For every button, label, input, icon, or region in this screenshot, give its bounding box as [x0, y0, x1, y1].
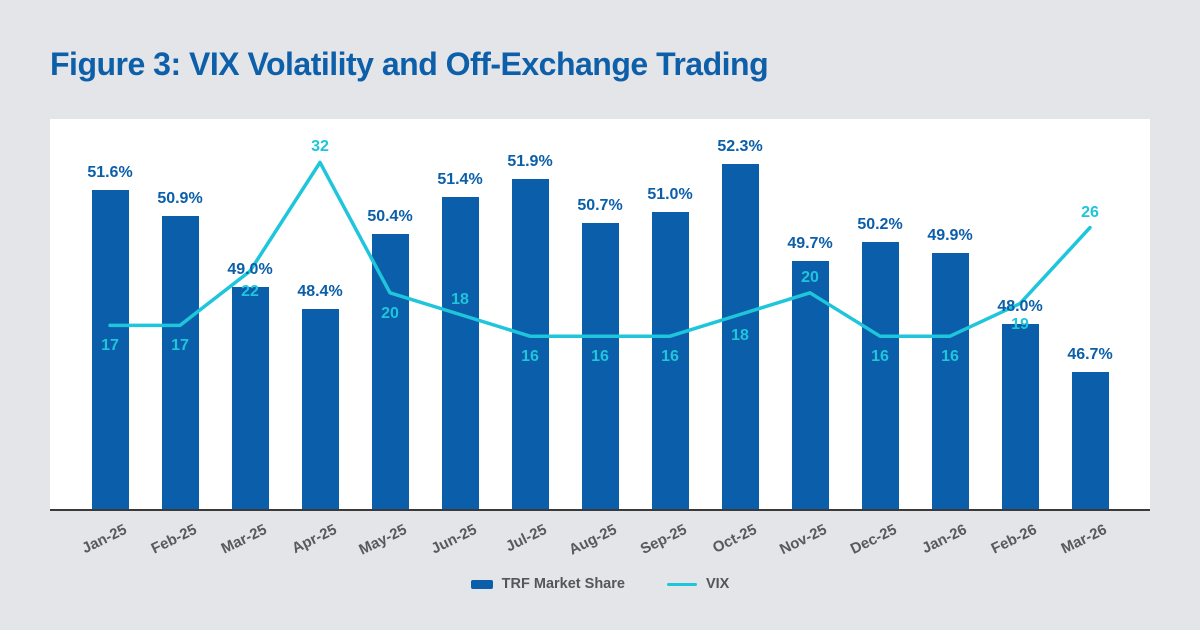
- trf-bar: [161, 215, 199, 510]
- trf-value-label: 50.7%: [577, 197, 623, 215]
- trf-bar: [371, 234, 409, 510]
- x-axis-label: Jun-25: [428, 521, 480, 558]
- x-axis-label: Nov-25: [777, 521, 830, 559]
- vix-value-label: 16: [521, 348, 539, 366]
- trf-value-label: 50.9%: [157, 189, 203, 207]
- vix-line-chart: [108, 160, 1092, 338]
- vix-value-label: 22: [241, 283, 259, 301]
- x-axis-label: Mar-26: [1058, 521, 1110, 558]
- trf-bar: [1071, 372, 1109, 510]
- trf-value-label: 46.7%: [1067, 346, 1113, 364]
- legend-vix-label: VIX: [705, 576, 730, 592]
- bars-layer: [50, 119, 1150, 510]
- trf-bar: [581, 223, 619, 510]
- trf-value-label: 49.9%: [927, 227, 973, 245]
- vix-value-label: 16: [941, 348, 959, 366]
- x-axis-label: May-25: [356, 521, 410, 559]
- x-axis-label: Aug-25: [566, 521, 620, 559]
- vix-value-label: 17: [101, 337, 119, 355]
- trf-bar: [861, 241, 899, 510]
- vix-value-label: 20: [801, 268, 819, 286]
- vix-line-swatch-icon: [666, 582, 697, 586]
- vix-value-label: 17: [171, 337, 189, 355]
- legend-item-trf: TRF Market Share: [470, 576, 625, 592]
- x-axis-label: Apr-25: [289, 521, 340, 558]
- data-labels-layer: 51.6% 17 50.9% 17 49.0% 22 48.4% 32 50.4% 20 51.4%…: [50, 119, 1150, 510]
- x-axis-label: Dec-25: [847, 521, 900, 558]
- x-axis-label: Feb-25: [148, 521, 200, 558]
- vix-value-label: 20: [381, 304, 399, 322]
- vix-line: [108, 160, 1092, 338]
- x-axis-label: Oct-25: [710, 521, 760, 557]
- trf-value-label: 48.0%: [997, 297, 1043, 315]
- trf-bar: [301, 308, 339, 510]
- vix-value-label: 18: [451, 290, 469, 308]
- chart-panel: 51.6% 17 50.9% 17 49.0% 22 48.4% 32 50.4% 20 51.4%…: [50, 119, 1150, 510]
- legend-item-vix: VIX: [666, 576, 730, 592]
- trf-bar: [651, 212, 689, 510]
- vix-value-label: 16: [661, 348, 679, 366]
- trf-bar: [231, 286, 269, 510]
- x-axis-label: Mar-25: [218, 521, 270, 558]
- trf-bar-swatch-icon: [470, 579, 493, 589]
- trf-value-label: 51.6%: [87, 163, 133, 181]
- x-axis-label: Feb-26: [988, 521, 1040, 558]
- x-axis-label: Jan-26: [919, 521, 970, 558]
- trf-bar: [931, 253, 969, 510]
- trf-value-label: 52.3%: [717, 137, 763, 155]
- vix-value-label: 16: [591, 348, 609, 366]
- trf-bar: [91, 189, 129, 510]
- vix-value-label: 26: [1081, 203, 1099, 221]
- vix-value-label: 32: [311, 138, 329, 156]
- trf-bar: [1001, 323, 1039, 510]
- vix-value-label: 19: [1011, 315, 1029, 333]
- trf-value-label: 50.2%: [857, 215, 903, 233]
- trf-value-label: 51.4%: [437, 171, 483, 189]
- trf-value-label: 51.9%: [507, 152, 553, 170]
- x-axis-label: Sep-25: [637, 521, 690, 558]
- legend: TRF Market Share VIX: [0, 576, 1200, 592]
- x-axis-label: Jul-25: [503, 521, 550, 556]
- trf-value-label: 50.4%: [367, 208, 413, 226]
- trf-value-label: 49.7%: [787, 234, 833, 252]
- trf-bar: [441, 197, 479, 510]
- trf-bar: [511, 178, 549, 510]
- trf-value-label: 48.4%: [297, 282, 343, 300]
- vix-value-label: 16: [871, 348, 889, 366]
- trf-value-label: 51.0%: [647, 186, 693, 204]
- figure-title: Figure 3: VIX Volatility and Off-Exchang…: [50, 46, 769, 82]
- legend-trf-label: TRF Market Share: [501, 576, 625, 592]
- trf-value-label: 49.0%: [227, 260, 273, 278]
- vix-value-label: 18: [731, 326, 749, 344]
- trf-bar: [721, 163, 759, 510]
- x-axis-label: Jan-25: [79, 521, 130, 558]
- x-axis-line: [50, 509, 1150, 511]
